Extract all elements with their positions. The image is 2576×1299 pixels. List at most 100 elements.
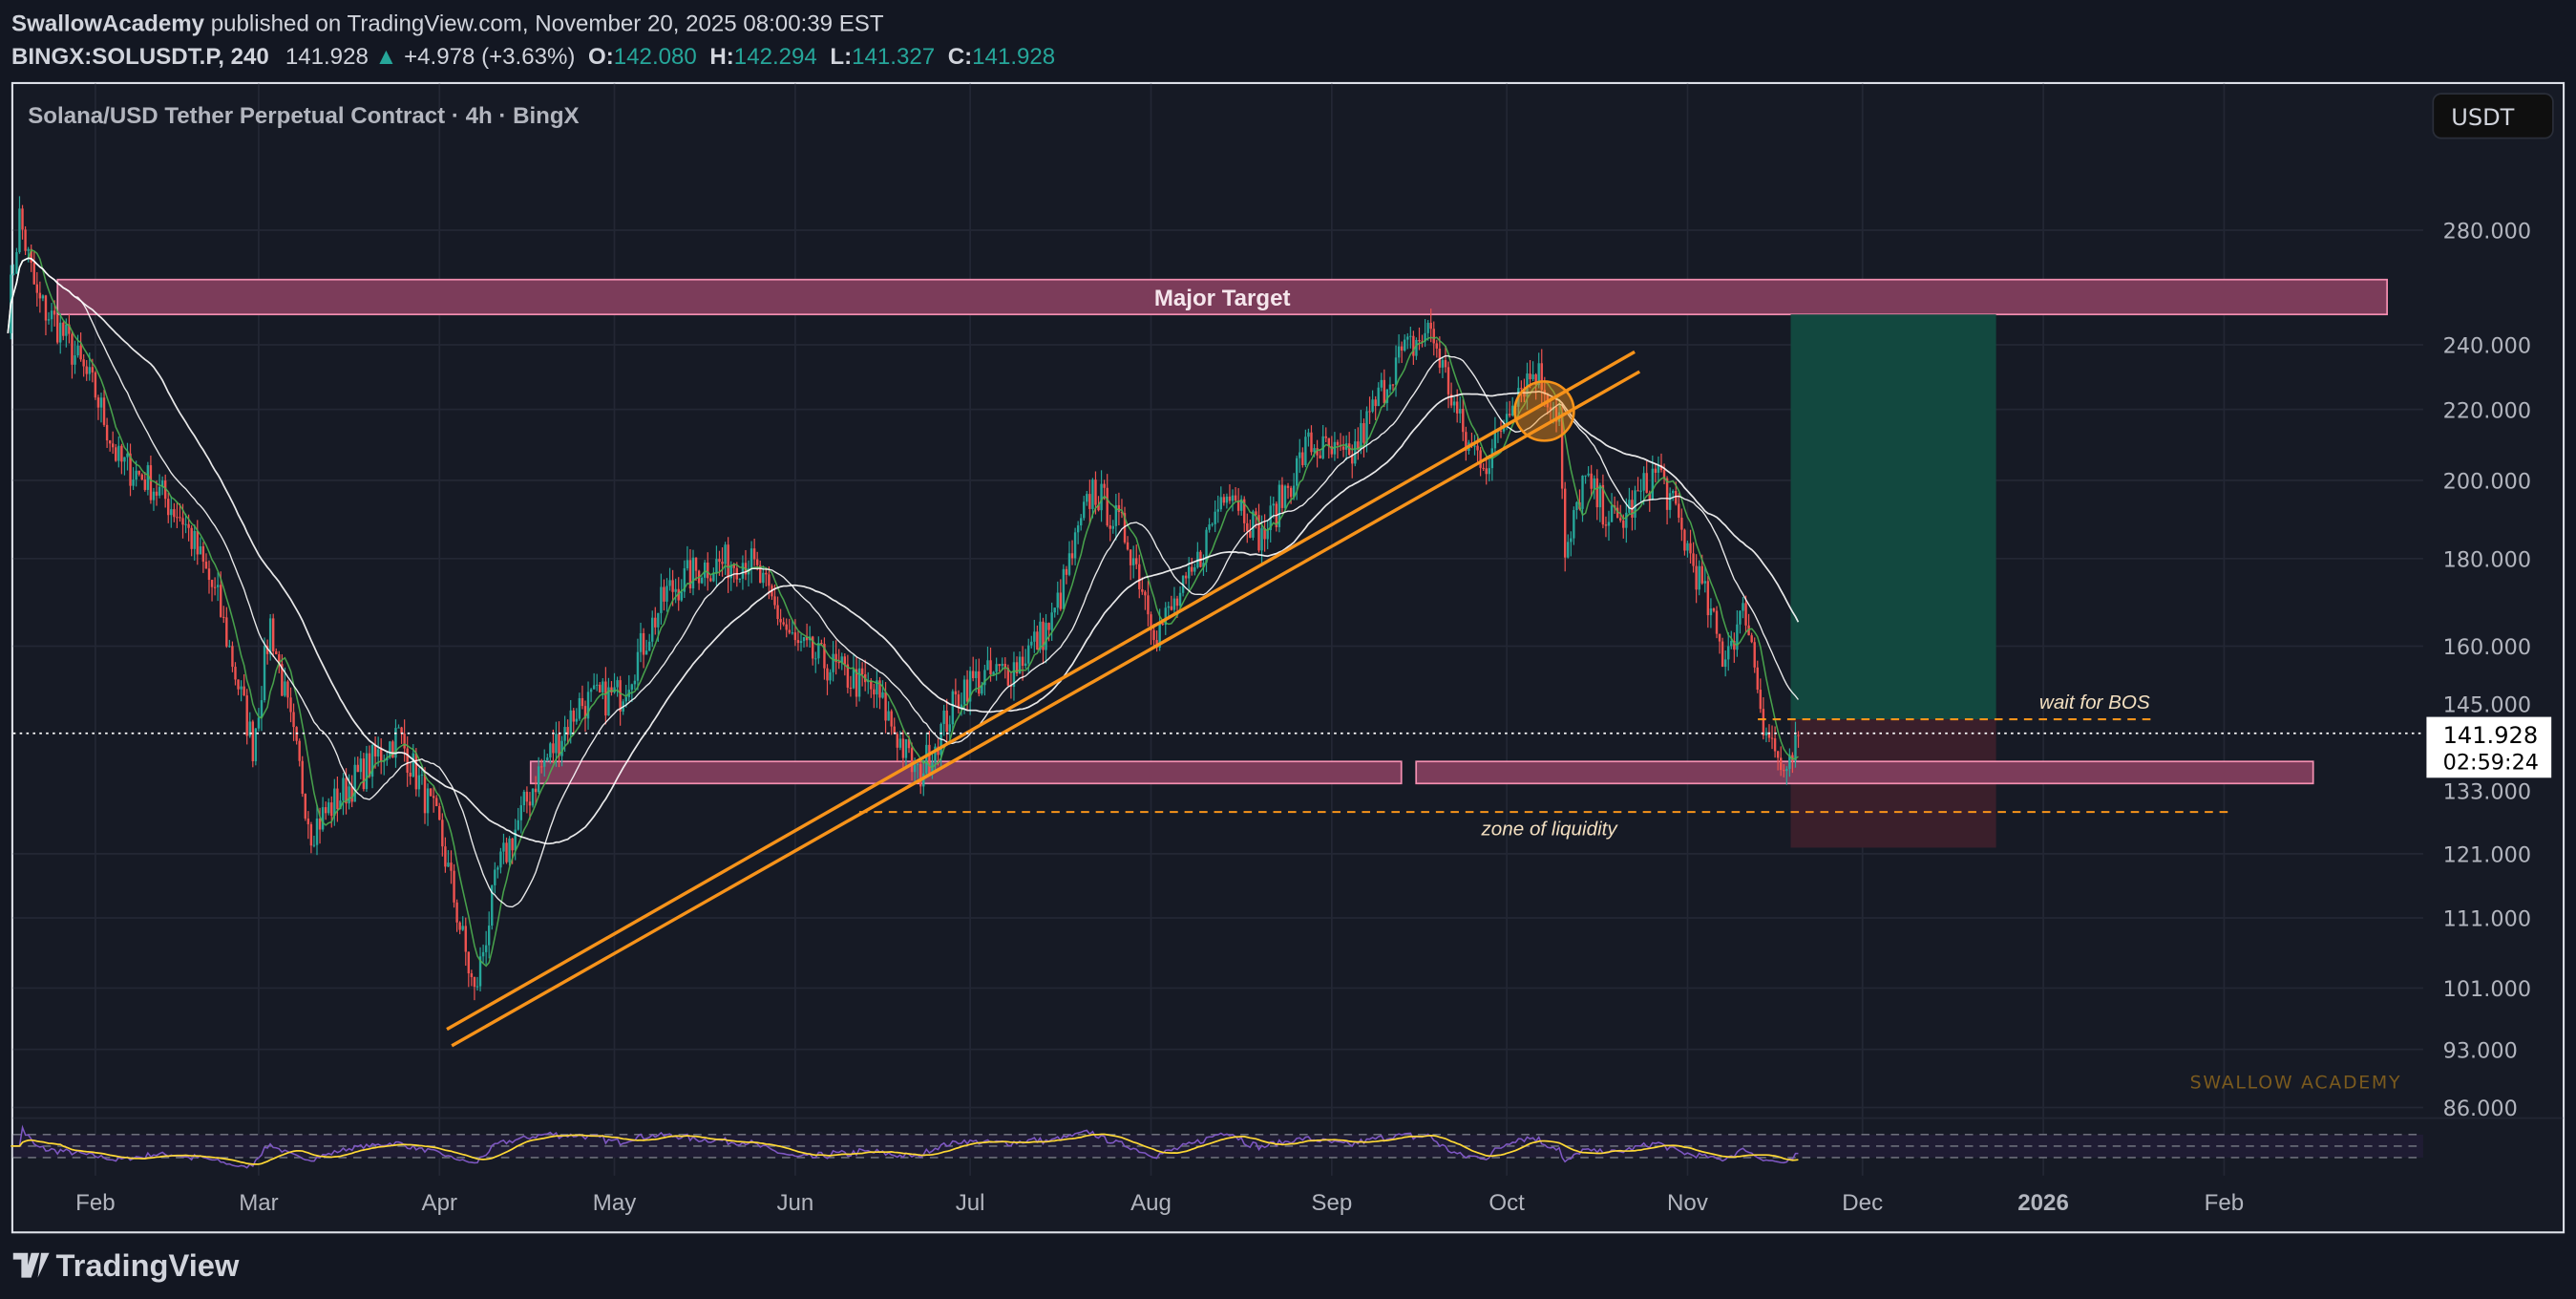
currency-button[interactable]: USDT: [2432, 93, 2554, 139]
candle-body: [829, 671, 832, 681]
candle: [1042, 617, 1045, 665]
candle: [327, 798, 330, 816]
candle-body: [365, 753, 369, 790]
watermark: SWALLOW ACADEMY: [2190, 1073, 2402, 1094]
candle: [140, 473, 143, 480]
candle-body: [1625, 512, 1628, 528]
candle: [700, 576, 704, 585]
candle: [1739, 610, 1742, 634]
candle: [1333, 432, 1337, 461]
candle-body: [412, 753, 414, 777]
candle-body: [1360, 423, 1362, 450]
candle: [1391, 383, 1395, 392]
candle: [1001, 657, 1003, 671]
candle-body: [884, 692, 887, 721]
candle-body: [342, 777, 345, 801]
candle: [1730, 630, 1733, 650]
candle-body: [555, 734, 558, 754]
candle-body: [1111, 525, 1114, 529]
candle-body: [240, 686, 243, 690]
candle: [1759, 678, 1763, 713]
candle-body: [1109, 525, 1111, 529]
candle-body: [339, 800, 342, 810]
candle-body: [1246, 522, 1249, 531]
candle-body: [199, 546, 202, 555]
candle: [1330, 436, 1334, 458]
candle-body: [254, 728, 258, 761]
candle: [651, 610, 654, 648]
candle-body: [129, 453, 132, 486]
candle-body: [1794, 735, 1797, 761]
candle: [823, 637, 826, 680]
price-axis[interactable]: 280.000 240.000 220.000 200.000 180.000 160.0…: [2443, 220, 2531, 1122]
candle-body: [1718, 633, 1721, 642]
candle: [213, 577, 217, 596]
candle-body: [1380, 379, 1383, 388]
candle-body: [1088, 494, 1091, 509]
candle: [1426, 320, 1429, 341]
candle-body: [1590, 473, 1593, 489]
candle-body: [475, 986, 479, 988]
candle-body: [1234, 495, 1237, 501]
candle: [1249, 519, 1252, 539]
candle: [207, 560, 211, 594]
candle-body: [1712, 608, 1716, 611]
candle: [1056, 581, 1059, 615]
candle: [306, 811, 310, 840]
candle: [1678, 493, 1680, 523]
tradingview-logo[interactable]: TradingView: [12, 1247, 240, 1283]
candle: [1138, 554, 1141, 599]
candle-body: [1686, 543, 1689, 551]
candle: [916, 761, 919, 779]
candle-body: [1024, 663, 1027, 667]
candle-body: [426, 788, 430, 814]
candle: [359, 751, 363, 779]
candle-body: [599, 684, 602, 692]
candle: [519, 796, 522, 834]
candle-body: [1727, 646, 1730, 660]
candle-body: [1668, 493, 1672, 510]
candle: [167, 492, 170, 523]
candle-body: [1097, 504, 1100, 511]
time-axis[interactable]: Feb Mar Apr May Jun Jul Aug Sep Oct Nov Dec 2026 Feb: [75, 1190, 2244, 1216]
candle: [665, 578, 668, 612]
candle-body: [1053, 607, 1056, 613]
candle-body: [289, 697, 292, 713]
candle-body: [1570, 538, 1573, 543]
candle-body: [117, 445, 120, 461]
chart-frame: [11, 81, 2565, 1234]
candle: [942, 704, 945, 736]
candle: [1344, 435, 1348, 460]
candle-body: [1333, 441, 1337, 455]
candle-body: [1249, 530, 1252, 538]
candle: [995, 657, 998, 681]
candle-body: [368, 753, 371, 777]
candle: [1059, 579, 1063, 611]
candle-body: [158, 486, 161, 496]
candle: [1779, 746, 1783, 777]
candle: [1193, 563, 1196, 576]
candle-body: [1665, 478, 1669, 510]
candle: [1228, 484, 1232, 504]
candle: [642, 628, 645, 669]
candle-body: [1144, 591, 1147, 596]
candle-body: [1639, 490, 1642, 492]
candle-body: [1455, 401, 1459, 414]
candle: [315, 804, 319, 856]
candle: [342, 773, 345, 816]
candle-body: [251, 721, 255, 761]
time-tick-label: Aug: [1130, 1190, 1172, 1216]
candle: [1668, 487, 1672, 519]
candle-body: [108, 440, 112, 444]
candle: [1409, 327, 1412, 349]
time-tick-label: Jun: [776, 1190, 813, 1216]
candle: [1773, 726, 1777, 758]
candle-body: [1365, 411, 1368, 443]
candle-body: [1671, 491, 1675, 494]
candle: [18, 196, 21, 254]
price-tick-label: 133.000: [2443, 780, 2531, 805]
candle: [1412, 330, 1415, 365]
candle-body: [1277, 484, 1281, 527]
candle: [435, 795, 438, 807]
